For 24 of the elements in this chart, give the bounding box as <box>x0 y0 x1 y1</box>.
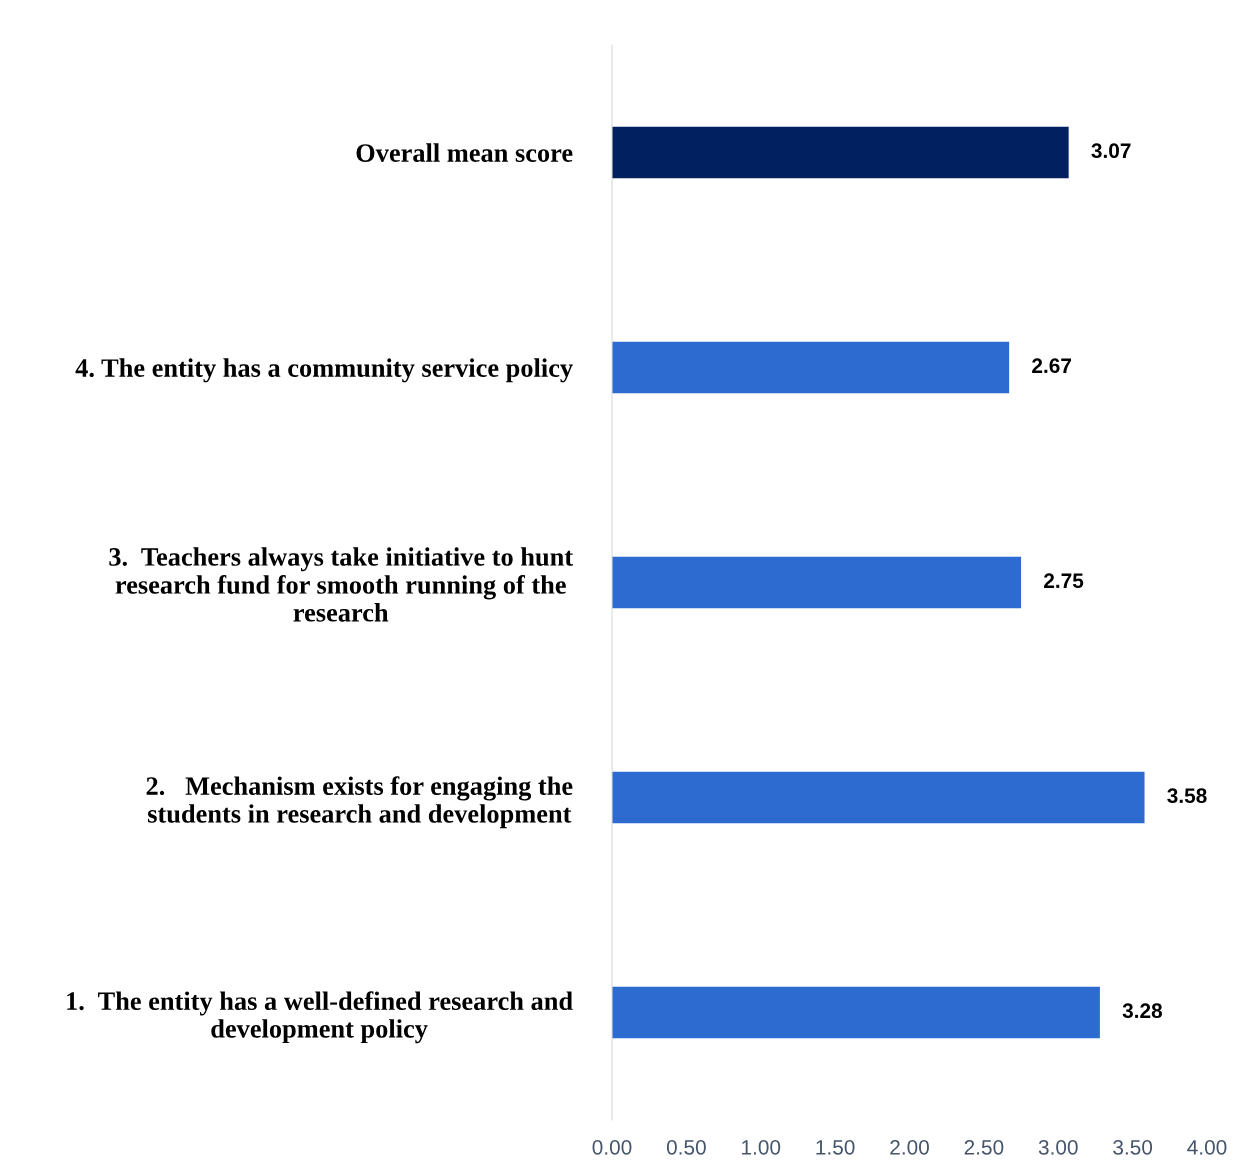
x-tick-label: 2.50 <box>964 1139 1004 1155</box>
x-tick-label: 2.00 <box>890 1139 929 1155</box>
bar <box>612 126 1069 179</box>
y-tick-label: 4. The entity has a community service policy <box>75 358 573 383</box>
data-label: 2.75 <box>1044 573 1084 589</box>
y-tick-label: 1. The entity has a well-defined research and development policy <box>67 991 573 1044</box>
x-tick-label: 1.50 <box>816 1139 855 1155</box>
bar <box>612 341 1010 394</box>
bar <box>612 771 1145 824</box>
y-tick-label: Overall mean score <box>356 143 573 162</box>
x-tick-label: 0.50 <box>666 1139 706 1155</box>
y-tick-label: 3. Teachers always take initiative to hunt research fund for smooth running of the research <box>109 547 573 622</box>
x-tick-label: 3.00 <box>1038 1139 1078 1155</box>
data-label: 3.28 <box>1122 1003 1163 1019</box>
x-tick-label: 4.00 <box>1187 1139 1227 1155</box>
data-label: 3.58 <box>1167 788 1207 804</box>
y-tick-label: 2. Mechanism exists for engaging the students in research and development <box>146 776 573 829</box>
x-tick-label: 1.00 <box>742 1139 781 1155</box>
bar <box>612 556 1022 609</box>
x-tick-label: 3.50 <box>1113 1139 1153 1155</box>
bar <box>612 986 1100 1039</box>
x-tick-label: 0.00 <box>592 1139 632 1155</box>
data-label: 3.07 <box>1091 143 1131 159</box>
data-label: 2.67 <box>1032 358 1072 374</box>
